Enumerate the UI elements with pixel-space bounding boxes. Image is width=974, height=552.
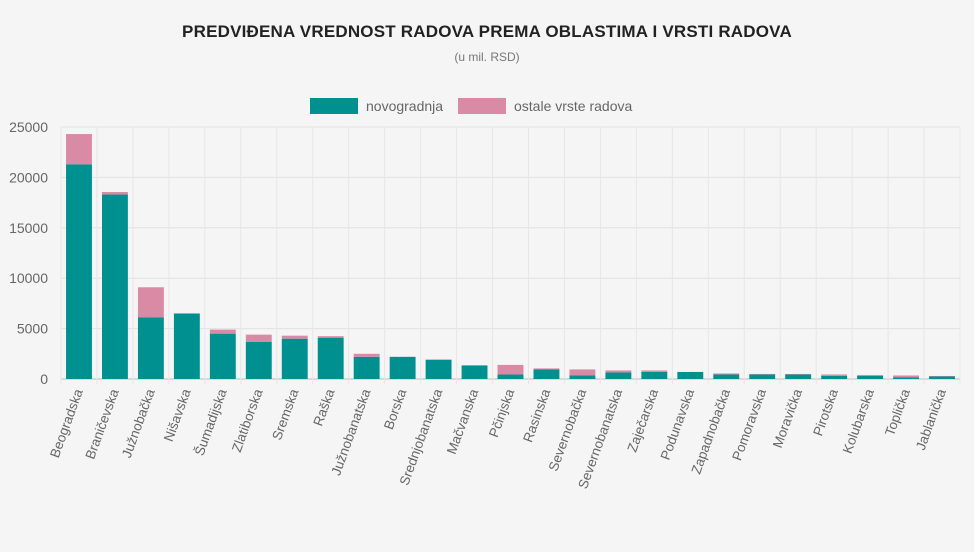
x-tick-label: Južnobanatska: [328, 386, 373, 477]
bar-novogradnja-19: [713, 374, 740, 379]
x-tick-label: Južnobačka: [119, 386, 158, 459]
x-tick-label: Mačvanska: [444, 386, 482, 456]
x-tick-label: Nišavska: [161, 386, 194, 443]
y-tick-label: 10000: [9, 270, 48, 286]
legend-label-novogradnja: novogradnja: [366, 98, 443, 114]
y-tick-label: 0: [40, 371, 48, 387]
bar-ostale-5: [209, 329, 236, 334]
y-tick-label: 5000: [17, 321, 48, 337]
bar-ostale-21: [785, 373, 812, 375]
bar-novogradnja-21: [785, 374, 812, 379]
chart-subtitle: (u mil. RSD): [454, 50, 520, 64]
x-tick-label: Kolubarska: [840, 386, 877, 455]
bar-ostale-23: [857, 374, 884, 376]
bar-novogradnja-24: [893, 377, 920, 379]
bar-ostale-8: [317, 336, 344, 338]
bar-ostale-24: [893, 375, 920, 378]
legend-swatch-ostale: [458, 98, 506, 114]
x-tick-label: Borska: [381, 386, 410, 431]
bar-novogradnja-15: [569, 375, 596, 379]
bar-ostale-11: [425, 359, 452, 360]
bar-ostale-3: [137, 287, 164, 318]
bar-ostale-9: [353, 353, 380, 357]
x-tick-label: Pčinjska: [486, 386, 517, 439]
x-tick-label: Zlatiborska: [229, 386, 266, 454]
bar-ostale-25: [929, 375, 955, 377]
bar-novogradnja-14: [533, 369, 560, 379]
bar-ostale-1: [66, 134, 92, 165]
bar-novogradnja-25: [929, 376, 955, 379]
y-tick-label: 25000: [9, 119, 48, 135]
bar-novogradnja-16: [605, 372, 632, 379]
x-tick-label: Pomoravska: [729, 386, 769, 462]
bar-novogradnja-9: [353, 356, 380, 379]
x-tick-label: Zapadnobačka: [688, 386, 733, 476]
bar-novogradnja-12: [461, 365, 488, 379]
bar-novogradnja-23: [857, 375, 884, 379]
bar-ostale-19: [713, 373, 740, 375]
bar-novogradnja-7: [281, 338, 308, 379]
bar-novogradnja-22: [821, 375, 848, 379]
bar-novogradnja-2: [101, 194, 128, 379]
x-tick-label: Raška: [310, 386, 337, 428]
bar-novogradnja-4: [173, 313, 200, 379]
x-tick-label: Zaječarska: [624, 386, 661, 454]
x-tick-label: Rasinska: [520, 386, 553, 444]
bar-novogradnja-5: [209, 333, 236, 379]
bar-ostale-15: [569, 369, 596, 376]
bar-ostale-2: [101, 192, 128, 195]
bar-ostale-20: [749, 373, 776, 375]
legend-swatch-novogradnja: [310, 98, 358, 114]
bar-ostale-7: [281, 335, 308, 339]
x-tick-label: Toplička: [882, 386, 913, 437]
y-tick-label: 20000: [9, 169, 48, 185]
bar-novogradnja-11: [425, 359, 452, 379]
bar-ostale-17: [641, 370, 668, 372]
bar-ostale-6: [245, 334, 272, 342]
y-tick-label: 15000: [9, 220, 48, 236]
bar-novogradnja-3: [137, 317, 164, 379]
bar-novogradnja-17: [641, 371, 668, 379]
x-tick-label: Podunavska: [658, 386, 698, 461]
x-tick-label: Sremska: [269, 386, 301, 442]
bar-ostale-16: [605, 370, 632, 373]
legend-label-ostale: ostale vrste radova: [514, 98, 632, 114]
bar-novogradnja-8: [317, 337, 344, 379]
bar-novogradnja-10: [389, 356, 416, 379]
x-tick-label: Jablanička: [913, 386, 949, 452]
x-tick-label: Beogradska: [47, 386, 86, 459]
x-tick-label: Šumadijska: [192, 386, 230, 457]
bar-ostale-13: [497, 364, 524, 375]
bar-novogradnja-1: [66, 164, 92, 379]
x-tick-label: Pirotska: [810, 386, 841, 437]
x-tick-label: Moravička: [770, 386, 805, 449]
x-tick-label: Braničevska: [83, 386, 122, 461]
bar-ostale-22: [821, 374, 848, 376]
x-tick-label: Severnobačka: [546, 386, 590, 473]
bar-novogradnja-18: [677, 371, 704, 379]
bar-novogradnja-20: [749, 374, 776, 379]
bar-ostale-14: [533, 368, 560, 370]
chart-title: PREDVIĐENA VREDNOST RADOVA PREMA OBLASTI…: [182, 22, 792, 41]
bar-novogradnja-13: [497, 374, 524, 379]
bar-novogradnja-6: [245, 341, 272, 379]
